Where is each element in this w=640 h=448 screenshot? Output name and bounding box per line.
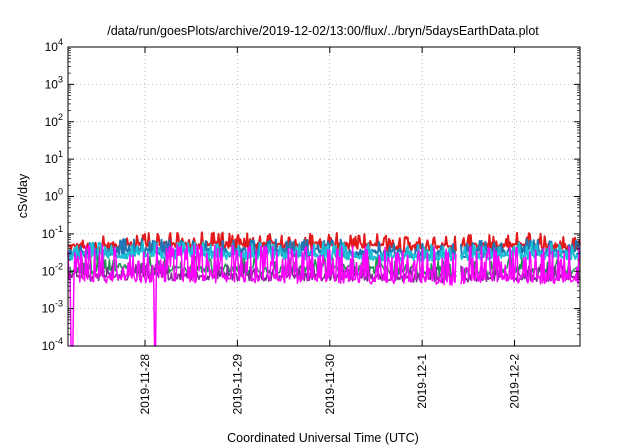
- y-tick-label: 102: [45, 112, 63, 129]
- y-tick-label: 104: [45, 37, 63, 54]
- x-tick-label: 2019-11-30: [323, 354, 337, 415]
- y-tick-label: 10-4: [42, 336, 63, 353]
- x-tick-label: 2019-12-2: [508, 354, 522, 409]
- x-tick-label: 2019-11-28: [138, 354, 152, 415]
- y-tick-label: 10-3: [42, 299, 63, 316]
- y-tick-label: 100: [45, 187, 63, 204]
- y-tick-label: 10-2: [42, 261, 63, 278]
- series-line-6: [67, 243, 581, 347]
- x-axis-label: Coordinated Universal Time (UTC): [227, 431, 419, 445]
- y-tick-label: 10-1: [42, 224, 63, 241]
- x-tick-label: 2019-12-1: [415, 354, 429, 409]
- grid-lines: [68, 47, 580, 346]
- axis-ticks: 10-4 10-3 10-2 10-1 100 101 102 103 104 2019-11-2…: [42, 37, 580, 415]
- x-tick-label: 2019-11-29: [230, 354, 244, 415]
- y-tick-label: 101: [45, 149, 63, 166]
- chart-title: /data/run/goesPlots/archive/2019-12-02/1…: [107, 24, 539, 38]
- y-axis-label: cSv/day: [16, 173, 30, 218]
- y-tick-label: 103: [45, 74, 63, 91]
- series-group: [67, 231, 581, 347]
